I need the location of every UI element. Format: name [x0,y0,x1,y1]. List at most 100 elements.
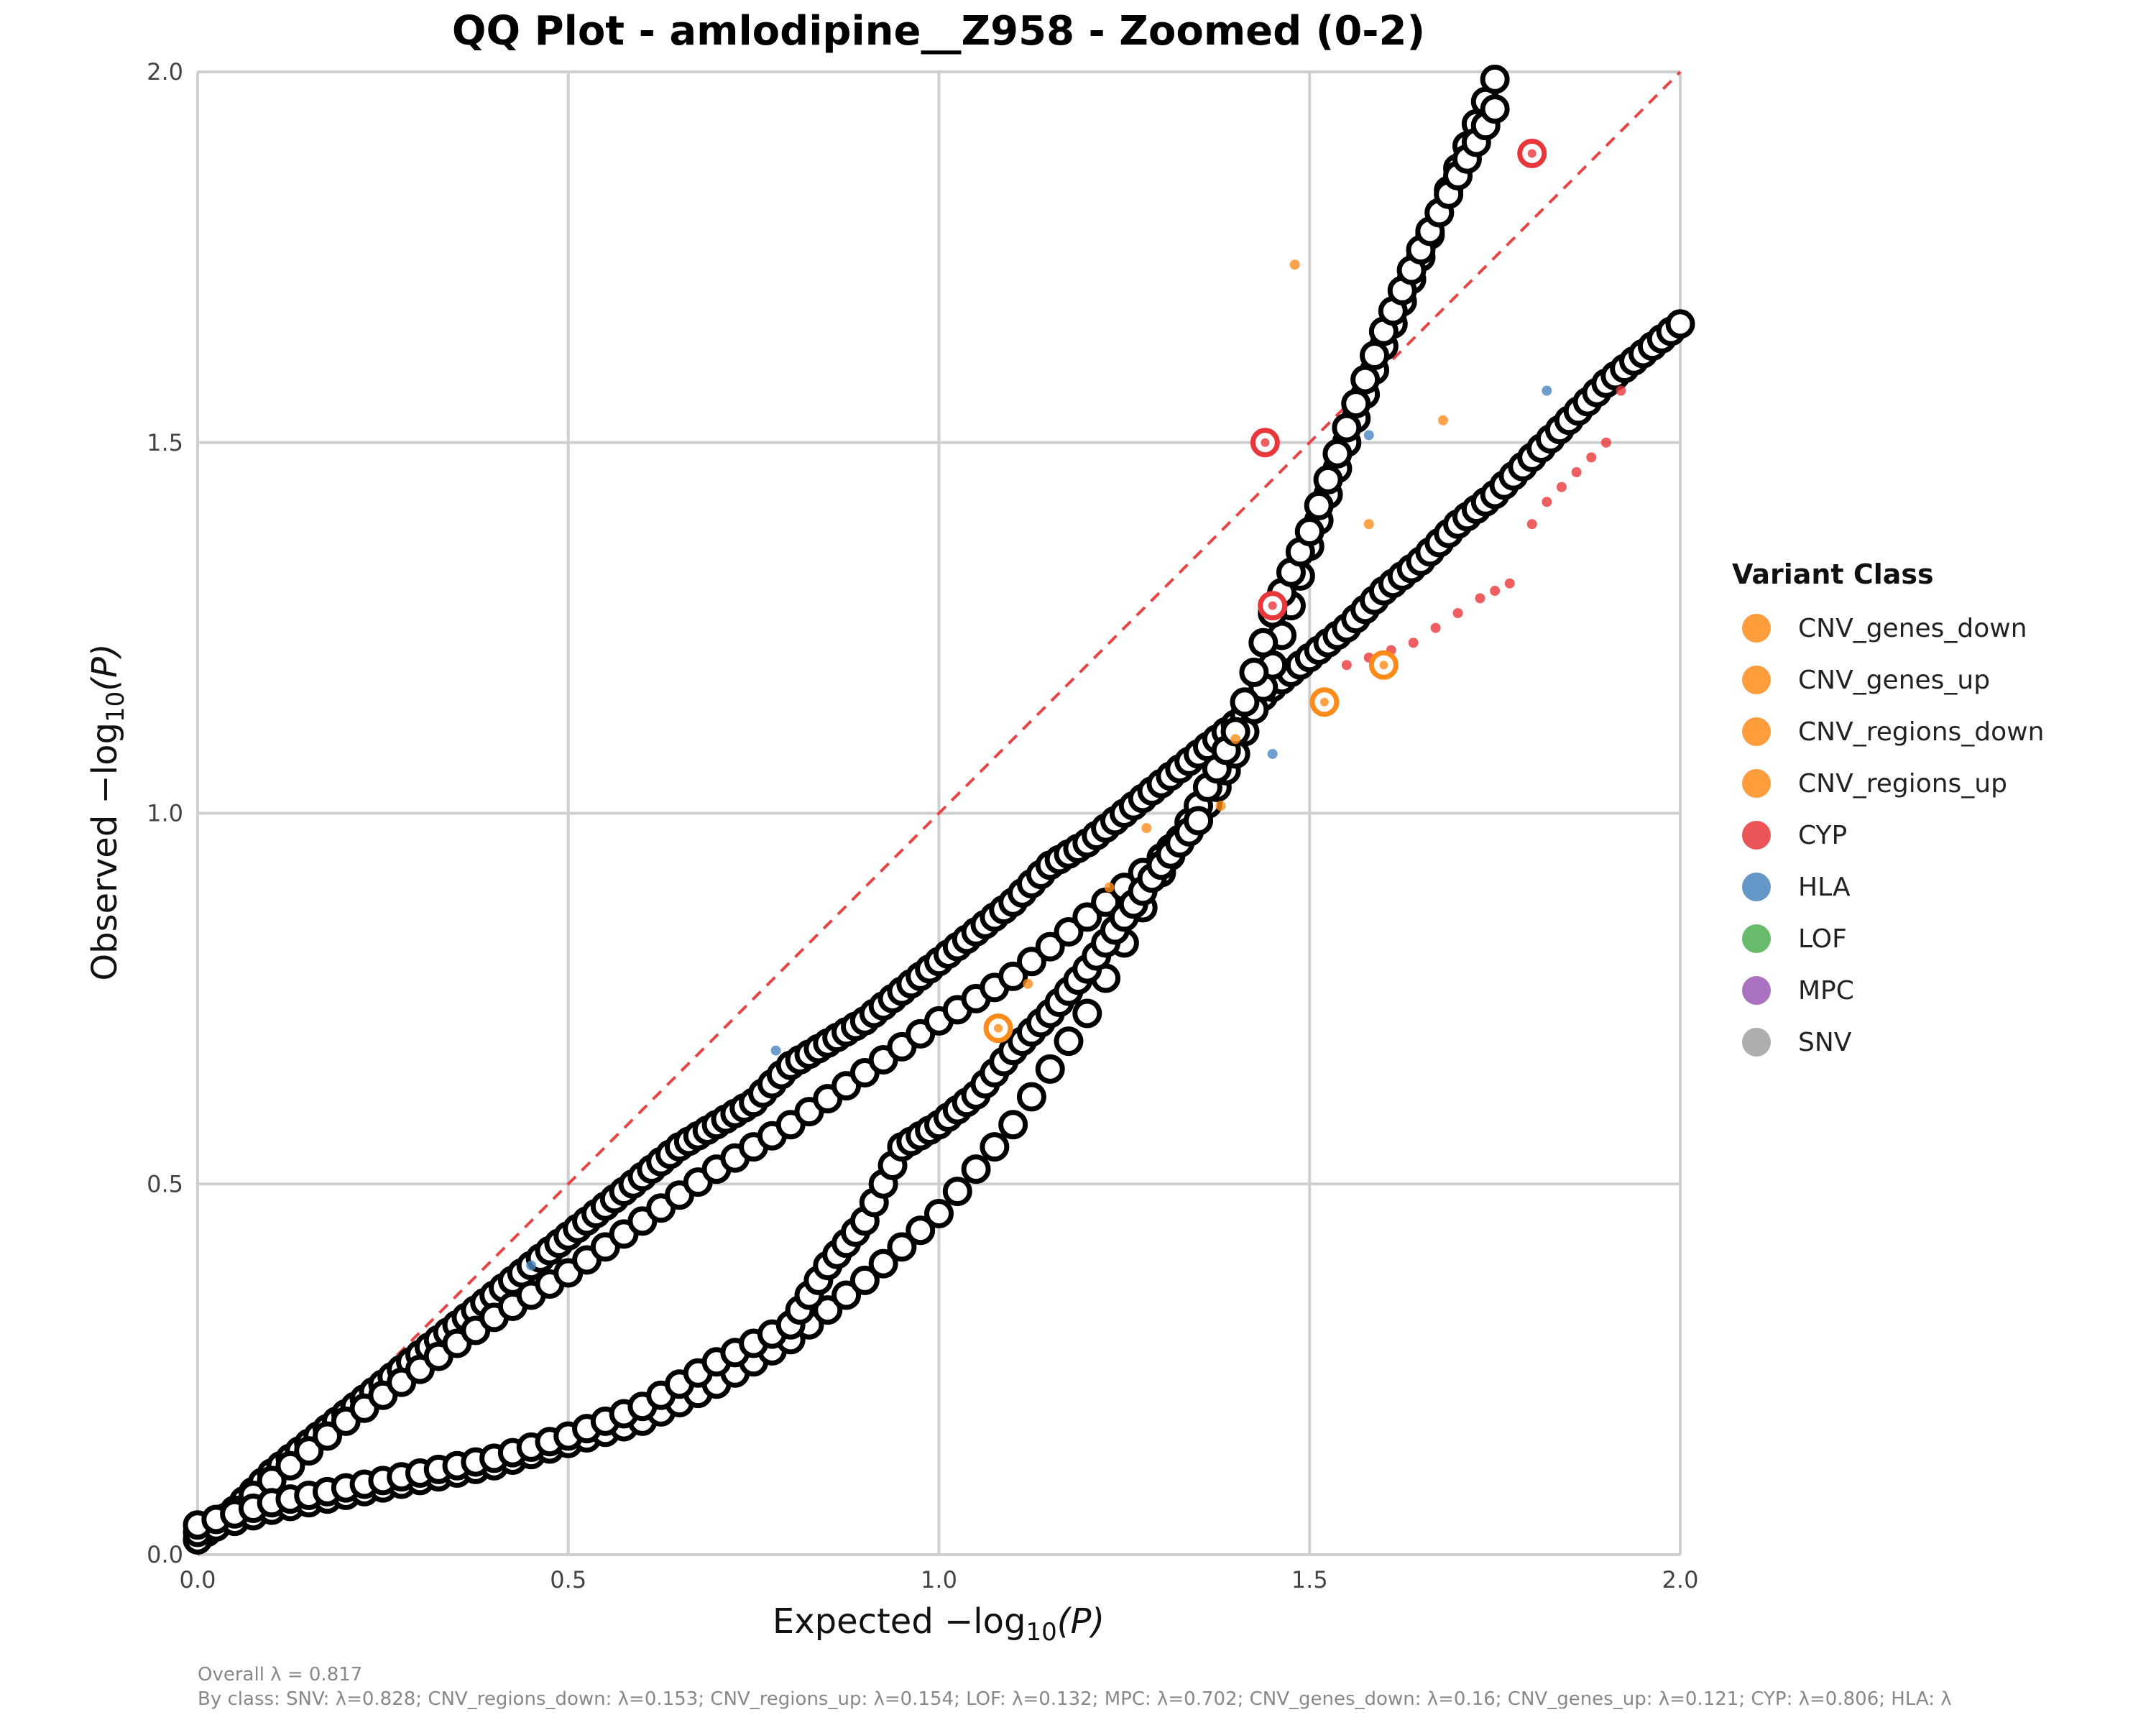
legend-marker [1742,614,1771,643]
legend: Variant Class CNV_genes_down CNV_genes_up… [1732,558,2044,1057]
legend-title: Variant Class [1732,558,1934,590]
legend-label: CNV_regions_down [1798,717,2044,747]
y-axis-label-subscript: 10 [101,691,130,722]
qq-point [906,1215,936,1246]
qq-point [1542,497,1552,507]
qq-point [526,1260,537,1271]
qq-point [1023,978,1033,989]
qq-point [961,1154,991,1184]
qq-point [1526,519,1537,530]
qq-point [1289,259,1300,270]
qq-point [1016,1082,1046,1112]
y-axis-label-arg: (P) [85,643,125,691]
highlighted-point-core [1527,149,1537,158]
qq-point [1016,947,1046,977]
legend-label: MPC [1798,976,1854,1006]
legend-marker [1742,821,1771,850]
qq-point [887,1232,917,1262]
legend-label: SNV [1798,1028,1852,1057]
qq-point [1035,932,1065,962]
legend-marker [1742,769,1771,798]
legend-label: LOF [1798,924,1847,954]
qq-point [813,1295,843,1325]
legend-label: CNV_genes_up [1798,666,1990,695]
qq-point [1304,490,1334,520]
qq-point [1332,413,1362,443]
qq-point [1616,385,1626,396]
legend-item: CNV_genes_up [1742,666,1990,695]
qq-point [1452,607,1463,618]
x-tick-labels: 0.0 0.5 1.0 1.5 2.0 [180,1566,1699,1593]
qq-point [1363,519,1374,530]
qq-point [1054,917,1084,947]
reference-diagonal [196,70,1682,1556]
y-axis-label-prefix: Observed −log [85,722,125,981]
legend-marker [1742,873,1771,901]
x-tick-label: 2.0 [1662,1566,1699,1593]
qq-point [1571,467,1582,478]
legend-marker [1742,666,1771,694]
qq-point [998,1110,1028,1140]
qq-point [1350,364,1381,395]
qq-point [980,1132,1010,1162]
qq-point [1475,593,1485,604]
qq-point [1586,452,1597,463]
qq-point [275,1450,305,1481]
legend-marker [1742,717,1771,746]
qq-point [849,1265,880,1295]
qq-point [1341,389,1371,419]
qq-point [1054,1026,1084,1057]
qq-point [942,1177,972,1207]
x-tick-label: 1.0 [921,1566,957,1593]
legend-label: CYP [1798,821,1847,850]
legend-item: MPC [1742,976,1854,1006]
qq-point [1184,806,1214,836]
legend-label: HLA [1798,873,1851,902]
highlighted-point-core [1319,697,1329,707]
legend-item: CNV_genes_down [1742,614,2027,643]
qq-point [1267,748,1278,759]
legend-label: CNV_regions_up [1798,769,2007,799]
qq-point [1437,415,1448,426]
x-axis-label-arg: (P) [1057,1601,1105,1642]
qq-point [1141,823,1152,834]
qq-point [1480,94,1510,124]
qq-point [1341,660,1352,671]
qq-point [1480,64,1510,94]
legend-item: LOF [1742,924,1847,954]
x-tick-label: 0.5 [550,1566,586,1593]
legend-marker [1742,924,1771,953]
qq-point [1294,517,1325,547]
highlighted-point-core [1268,601,1277,610]
qq-point [1504,578,1515,589]
qq-point [1665,309,1695,339]
qq-point [1408,638,1419,648]
qq-point [1363,430,1374,441]
qq-point [998,961,1028,991]
legend-marker [1742,1028,1771,1057]
qq-point [1230,734,1241,745]
legend-item: CYP [1742,821,1847,850]
y-tick-label: 1.5 [147,429,183,456]
y-axis-label: Observed −log10(P) [85,643,130,980]
series-cyp [1341,385,1626,671]
y-tick-label: 0.5 [147,1170,183,1197]
qq-point [1035,1054,1065,1084]
x-tick-label: 1.5 [1291,1566,1328,1593]
qq-point [1542,385,1552,396]
qq-point [1490,586,1501,597]
legend-marker [1742,976,1771,1005]
highlighted-point-core [994,1024,1003,1033]
qq-point [1313,464,1343,494]
x-tick-label: 0.0 [180,1566,216,1593]
x-axis-label-subscript: 10 [1026,1618,1056,1647]
class-lambda-note: By class: SNV: λ=0.828; CNV_regions_down… [198,1688,1952,1710]
y-tick-labels: 0.0 0.5 1.0 1.5 2.0 [147,58,183,1568]
reference-line [196,70,1682,1556]
series-cnv-regions-up [183,806,1214,1540]
qq-point [1430,622,1441,633]
qq-point [924,1199,954,1229]
qq-point [1556,482,1567,492]
legend-item: SNV [1742,1028,1852,1057]
qq-point [868,1248,898,1279]
